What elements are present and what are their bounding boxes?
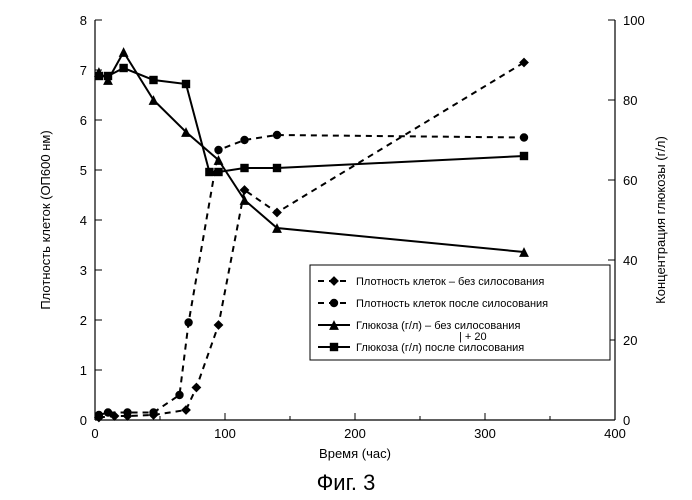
svg-text:0: 0 xyxy=(91,426,98,441)
svg-text:Концентрация глюкозы (г/л): Концентрация глюкозы (г/л) xyxy=(653,136,668,304)
svg-text:3: 3 xyxy=(80,263,87,278)
figure-container: 0100200300400Время (час)012345678Плотнос… xyxy=(0,0,692,500)
svg-text:40: 40 xyxy=(623,253,637,268)
svg-text:8: 8 xyxy=(80,13,87,28)
svg-text:300: 300 xyxy=(474,426,496,441)
svg-text:Глюкоза (г/л) после силосовани: Глюкоза (г/л) после силосования xyxy=(356,342,524,354)
svg-text:Плотность клеток (ОП600 нм): Плотность клеток (ОП600 нм) xyxy=(38,130,53,309)
svg-text:7: 7 xyxy=(80,63,87,78)
svg-text:Плотность клеток – без силосов: Плотность клеток – без силосования xyxy=(356,276,544,288)
figure-caption: Фиг. 3 xyxy=(0,470,692,496)
chart-svg: 0100200300400Время (час)012345678Плотнос… xyxy=(0,0,692,500)
svg-text:6: 6 xyxy=(80,113,87,128)
svg-text:Время (час): Время (час) xyxy=(319,446,391,461)
svg-text:1: 1 xyxy=(80,363,87,378)
svg-text:80: 80 xyxy=(623,93,637,108)
svg-text:2: 2 xyxy=(80,313,87,328)
svg-text:5: 5 xyxy=(80,163,87,178)
svg-text:4: 4 xyxy=(80,213,87,228)
svg-text:400: 400 xyxy=(604,426,626,441)
svg-text:60: 60 xyxy=(623,173,637,188)
svg-text:Плотность клеток после силосов: Плотность клеток после силосования xyxy=(356,298,548,310)
svg-text:20: 20 xyxy=(623,333,637,348)
svg-text:Глюкоза (г/л) – без силосовани: Глюкоза (г/л) – без силосования xyxy=(356,320,520,332)
svg-text:100: 100 xyxy=(214,426,236,441)
svg-text:| + 20: | + 20 xyxy=(459,331,487,343)
svg-text:200: 200 xyxy=(344,426,366,441)
svg-text:0: 0 xyxy=(80,413,87,428)
svg-text:100: 100 xyxy=(623,13,645,28)
svg-text:0: 0 xyxy=(623,413,630,428)
